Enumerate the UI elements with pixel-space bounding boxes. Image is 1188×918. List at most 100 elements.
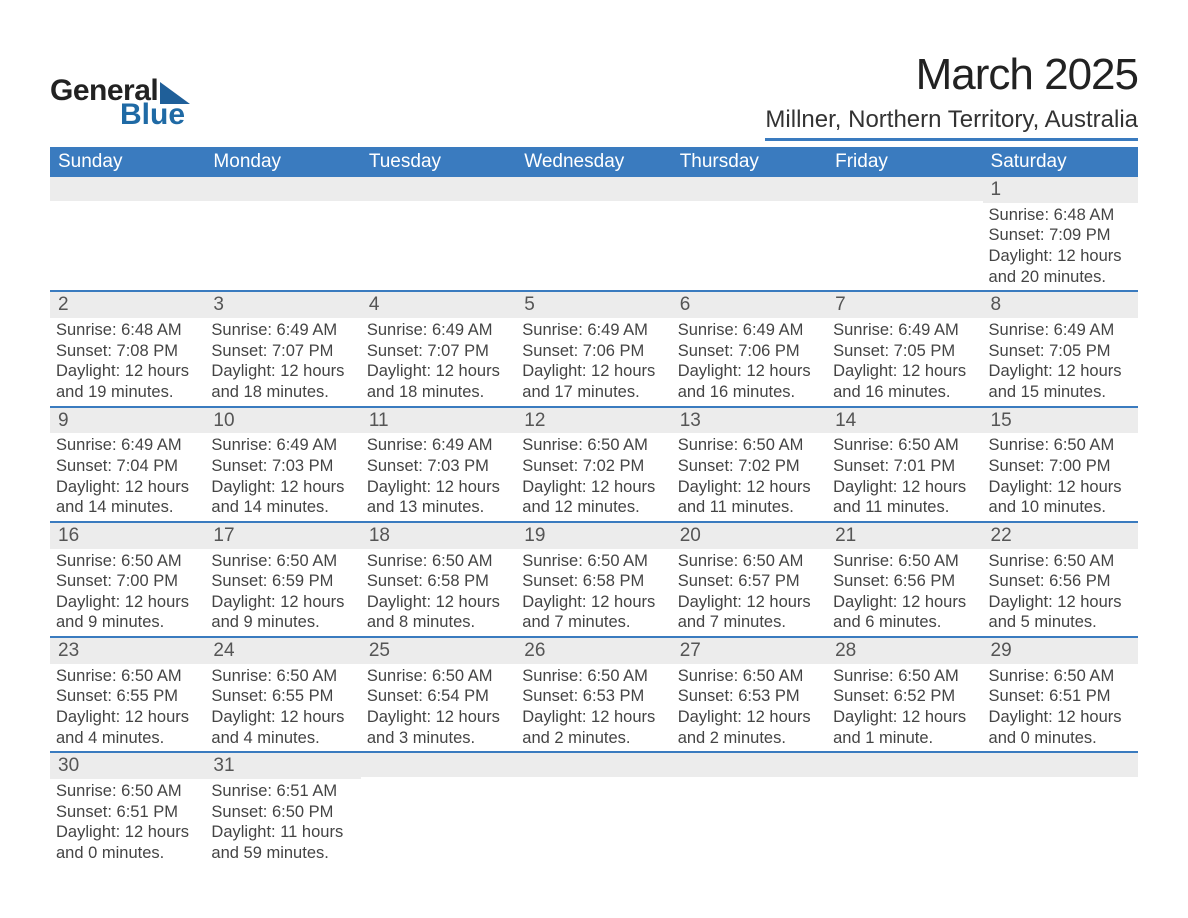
daylight-text: Daylight: 11 hours and 59 minutes. (211, 822, 354, 863)
calendar-day-cell (827, 752, 982, 866)
calendar-week-row: 1Sunrise: 6:48 AMSunset: 7:09 PMDaylight… (50, 177, 1138, 291)
calendar-day-cell (205, 177, 360, 291)
calendar-day-cell: 3Sunrise: 6:49 AMSunset: 7:07 PMDaylight… (205, 291, 360, 406)
sunrise-text: Sunrise: 6:49 AM (522, 320, 665, 341)
day-number (983, 753, 1138, 777)
day-details: Sunrise: 6:48 AMSunset: 7:08 PMDaylight:… (50, 318, 205, 406)
sunrise-text: Sunrise: 6:49 AM (211, 435, 354, 456)
sunset-text: Sunset: 6:58 PM (522, 571, 665, 592)
sunset-text: Sunset: 7:01 PM (833, 456, 976, 477)
day-details: Sunrise: 6:49 AMSunset: 7:05 PMDaylight:… (983, 318, 1138, 406)
calendar-day-cell (50, 177, 205, 291)
daylight-text: Daylight: 12 hours and 10 minutes. (989, 477, 1132, 518)
calendar-day-cell: 29Sunrise: 6:50 AMSunset: 6:51 PMDayligh… (983, 637, 1138, 752)
sunset-text: Sunset: 6:53 PM (522, 686, 665, 707)
calendar-day-cell: 7Sunrise: 6:49 AMSunset: 7:05 PMDaylight… (827, 291, 982, 406)
sunset-text: Sunset: 7:02 PM (678, 456, 821, 477)
sunrise-text: Sunrise: 6:50 AM (678, 551, 821, 572)
daylight-text: Daylight: 12 hours and 1 minute. (833, 707, 976, 748)
day-number: 26 (516, 638, 671, 664)
brand-logo: General Blue (50, 50, 190, 130)
day-number: 7 (827, 292, 982, 318)
sunset-text: Sunset: 6:56 PM (833, 571, 976, 592)
sunrise-text: Sunrise: 6:50 AM (211, 666, 354, 687)
daylight-text: Daylight: 12 hours and 3 minutes. (367, 707, 510, 748)
calendar-day-cell: 21Sunrise: 6:50 AMSunset: 6:56 PMDayligh… (827, 522, 982, 637)
sunset-text: Sunset: 7:05 PM (833, 341, 976, 362)
sunrise-text: Sunrise: 6:49 AM (367, 320, 510, 341)
day-number: 5 (516, 292, 671, 318)
day-number: 21 (827, 523, 982, 549)
location-subtitle: Millner, Northern Territory, Australia (765, 106, 1138, 141)
day-number: 20 (672, 523, 827, 549)
sunset-text: Sunset: 6:54 PM (367, 686, 510, 707)
sunset-text: Sunset: 7:04 PM (56, 456, 199, 477)
daylight-text: Daylight: 12 hours and 7 minutes. (678, 592, 821, 633)
day-details: Sunrise: 6:50 AMSunset: 6:53 PMDaylight:… (516, 664, 671, 752)
sunset-text: Sunset: 7:02 PM (522, 456, 665, 477)
sunset-text: Sunset: 6:58 PM (367, 571, 510, 592)
day-number: 11 (361, 408, 516, 434)
sunrise-text: Sunrise: 6:50 AM (522, 435, 665, 456)
calendar-day-cell: 1Sunrise: 6:48 AMSunset: 7:09 PMDaylight… (983, 177, 1138, 291)
day-number: 22 (983, 523, 1138, 549)
daylight-text: Daylight: 12 hours and 12 minutes. (522, 477, 665, 518)
calendar-day-cell (361, 752, 516, 866)
sunset-text: Sunset: 6:51 PM (56, 802, 199, 823)
sunset-text: Sunset: 6:56 PM (989, 571, 1132, 592)
day-number (361, 753, 516, 777)
day-number: 24 (205, 638, 360, 664)
daylight-text: Daylight: 12 hours and 16 minutes. (833, 361, 976, 402)
calendar-day-cell: 16Sunrise: 6:50 AMSunset: 7:00 PMDayligh… (50, 522, 205, 637)
sunrise-text: Sunrise: 6:48 AM (56, 320, 199, 341)
sunset-text: Sunset: 7:07 PM (367, 341, 510, 362)
day-number: 1 (983, 177, 1138, 203)
calendar-day-cell: 28Sunrise: 6:50 AMSunset: 6:52 PMDayligh… (827, 637, 982, 752)
daylight-text: Daylight: 12 hours and 9 minutes. (211, 592, 354, 633)
day-number: 8 (983, 292, 1138, 318)
calendar-day-cell: 9Sunrise: 6:49 AMSunset: 7:04 PMDaylight… (50, 407, 205, 522)
calendar-day-cell: 26Sunrise: 6:50 AMSunset: 6:53 PMDayligh… (516, 637, 671, 752)
day-number (672, 753, 827, 777)
calendar-day-cell: 6Sunrise: 6:49 AMSunset: 7:06 PMDaylight… (672, 291, 827, 406)
calendar-day-cell: 11Sunrise: 6:49 AMSunset: 7:03 PMDayligh… (361, 407, 516, 522)
day-number (516, 753, 671, 777)
sunset-text: Sunset: 7:08 PM (56, 341, 199, 362)
day-header-row: Sunday Monday Tuesday Wednesday Thursday… (50, 147, 1138, 177)
day-number (827, 753, 982, 777)
day-details: Sunrise: 6:50 AMSunset: 6:56 PMDaylight:… (827, 549, 982, 637)
daylight-text: Daylight: 12 hours and 0 minutes. (989, 707, 1132, 748)
calendar-day-cell: 30Sunrise: 6:50 AMSunset: 6:51 PMDayligh… (50, 752, 205, 866)
daylight-text: Daylight: 12 hours and 16 minutes. (678, 361, 821, 402)
sunrise-text: Sunrise: 6:50 AM (833, 435, 976, 456)
sunrise-text: Sunrise: 6:50 AM (367, 551, 510, 572)
day-details: Sunrise: 6:50 AMSunset: 6:52 PMDaylight:… (827, 664, 982, 752)
day-details: Sunrise: 6:49 AMSunset: 7:03 PMDaylight:… (205, 433, 360, 521)
sunset-text: Sunset: 7:03 PM (367, 456, 510, 477)
day-header: Saturday (983, 147, 1138, 177)
calendar-week-row: 30Sunrise: 6:50 AMSunset: 6:51 PMDayligh… (50, 752, 1138, 866)
calendar-day-cell (516, 177, 671, 291)
calendar-week-row: 2Sunrise: 6:48 AMSunset: 7:08 PMDaylight… (50, 291, 1138, 406)
day-details: Sunrise: 6:50 AMSunset: 6:59 PMDaylight:… (205, 549, 360, 637)
day-number: 29 (983, 638, 1138, 664)
day-number (672, 177, 827, 201)
day-number: 13 (672, 408, 827, 434)
month-title: March 2025 (765, 50, 1138, 100)
day-number: 4 (361, 292, 516, 318)
daylight-text: Daylight: 12 hours and 14 minutes. (56, 477, 199, 518)
calendar-day-cell: 18Sunrise: 6:50 AMSunset: 6:58 PMDayligh… (361, 522, 516, 637)
day-number: 23 (50, 638, 205, 664)
day-number: 27 (672, 638, 827, 664)
day-number: 3 (205, 292, 360, 318)
sunrise-text: Sunrise: 6:49 AM (56, 435, 199, 456)
day-details: Sunrise: 6:50 AMSunset: 6:51 PMDaylight:… (50, 779, 205, 867)
day-details: Sunrise: 6:49 AMSunset: 7:05 PMDaylight:… (827, 318, 982, 406)
sunrise-text: Sunrise: 6:51 AM (211, 781, 354, 802)
calendar-day-cell: 17Sunrise: 6:50 AMSunset: 6:59 PMDayligh… (205, 522, 360, 637)
sunset-text: Sunset: 6:53 PM (678, 686, 821, 707)
day-number: 9 (50, 408, 205, 434)
day-number (50, 177, 205, 201)
day-header: Tuesday (361, 147, 516, 177)
sunrise-text: Sunrise: 6:50 AM (56, 666, 199, 687)
